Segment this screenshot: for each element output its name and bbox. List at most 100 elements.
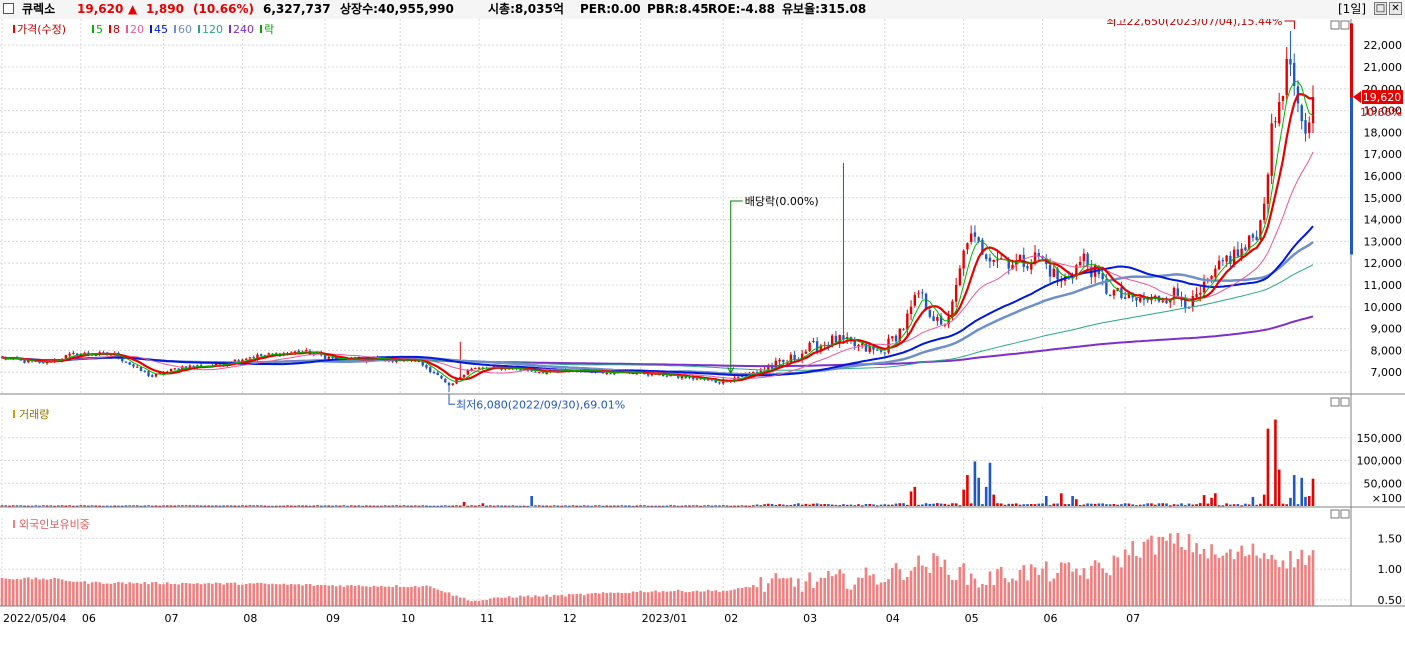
volume-bar[interactable]: [30, 505, 34, 507]
candle-body[interactable]: [1195, 294, 1198, 298]
volume-bar[interactable]: [879, 504, 883, 506]
candle-body[interactable]: [830, 335, 834, 347]
volume-bar[interactable]: [233, 505, 237, 507]
volume-bar[interactable]: [19, 505, 23, 507]
foreign-bar[interactable]: [8, 579, 11, 606]
volume-bar[interactable]: [147, 505, 150, 507]
foreign-bar[interactable]: [1270, 554, 1273, 606]
candle-body[interactable]: [477, 367, 481, 369]
volume-bar[interactable]: [481, 503, 485, 506]
candle-body[interactable]: [19, 359, 22, 361]
foreign-bar[interactable]: [188, 583, 192, 606]
volume-bar[interactable]: [154, 505, 158, 507]
volume-bar[interactable]: [778, 504, 781, 506]
foreign-bar[interactable]: [338, 585, 342, 606]
foreign-bar[interactable]: [763, 591, 766, 606]
candle-body[interactable]: [1289, 59, 1292, 65]
candle-body[interactable]: [335, 357, 338, 360]
candle-body[interactable]: [921, 292, 924, 294]
volume-bar[interactable]: [714, 505, 718, 507]
volume-bar[interactable]: [1157, 503, 1161, 506]
volume-bar[interactable]: [564, 505, 567, 507]
candle-body[interactable]: [1086, 253, 1089, 266]
candle-body[interactable]: [1056, 268, 1059, 280]
volume-bar[interactable]: [4, 505, 8, 507]
foreign-bar[interactable]: [1281, 560, 1285, 606]
foreign-bar[interactable]: [1202, 549, 1206, 606]
foreign-bar[interactable]: [1165, 540, 1168, 606]
volume-bar[interactable]: [812, 503, 815, 506]
candle-body[interactable]: [752, 371, 755, 374]
volume-bar[interactable]: [947, 504, 950, 506]
volume-bar[interactable]: [165, 505, 169, 507]
candle-body[interactable]: [609, 373, 612, 375]
candle-body[interactable]: [64, 355, 68, 359]
volume-bar[interactable]: [256, 505, 259, 507]
foreign-bar[interactable]: [928, 572, 932, 606]
foreign-bar[interactable]: [819, 577, 823, 606]
candle-body[interactable]: [75, 353, 79, 356]
volume-bar[interactable]: [214, 505, 218, 507]
foreign-bar[interactable]: [996, 569, 999, 606]
candle-body[interactable]: [1176, 288, 1179, 296]
volume-bar[interactable]: [1274, 419, 1277, 506]
volume-bar[interactable]: [1244, 503, 1247, 506]
volume-bar[interactable]: [1255, 504, 1258, 506]
volume-bar[interactable]: [699, 505, 702, 507]
foreign-bar[interactable]: [1153, 554, 1157, 606]
volume-bar[interactable]: [755, 504, 759, 506]
volume-bar[interactable]: [79, 505, 83, 507]
volume-bar[interactable]: [541, 505, 545, 507]
candle-body[interactable]: [192, 365, 195, 367]
volume-bar[interactable]: [447, 505, 451, 507]
volume-bar[interactable]: [169, 505, 173, 507]
candle-body[interactable]: [939, 316, 943, 325]
volume-bar[interactable]: [1292, 475, 1296, 506]
candle-body[interactable]: [819, 345, 823, 352]
volume-bar[interactable]: [1033, 504, 1037, 506]
foreign-bar[interactable]: [23, 577, 26, 606]
foreign-bar[interactable]: [875, 584, 879, 606]
volume-bar[interactable]: [241, 505, 244, 507]
foreign-bar[interactable]: [117, 581, 120, 606]
foreign-bar[interactable]: [571, 594, 575, 606]
foreign-bar[interactable]: [1277, 567, 1281, 606]
volume-bar[interactable]: [736, 505, 740, 507]
foreign-bar[interactable]: [42, 578, 45, 606]
candle-body[interactable]: [1259, 220, 1262, 240]
foreign-bar[interactable]: [894, 563, 898, 606]
foreign-bar[interactable]: [15, 578, 19, 606]
volume-bar[interactable]: [1285, 504, 1289, 506]
volume-bar[interactable]: [68, 505, 71, 507]
candle-body[interactable]: [248, 357, 252, 359]
volume-bar[interactable]: [1086, 503, 1089, 506]
volume-bar[interactable]: [958, 505, 962, 507]
candle-body[interactable]: [913, 294, 917, 306]
candle-body[interactable]: [928, 310, 932, 317]
volume-bar[interactable]: [996, 503, 999, 506]
volume-bar[interactable]: [75, 505, 79, 507]
candle-body[interactable]: [988, 257, 992, 262]
volume-bar[interactable]: [567, 505, 571, 507]
foreign-bar[interactable]: [1296, 558, 1300, 606]
volume-bar[interactable]: [387, 505, 391, 507]
foreign-bar[interactable]: [376, 586, 379, 606]
volume-bar[interactable]: [60, 505, 64, 507]
foreign-bar[interactable]: [624, 592, 627, 606]
candle-body[interactable]: [72, 352, 75, 354]
volume-bar[interactable]: [143, 505, 147, 507]
foreign-bar[interactable]: [1138, 557, 1142, 606]
foreign-bar[interactable]: [902, 579, 905, 606]
foreign-bar[interactable]: [94, 581, 98, 606]
volume-bar[interactable]: [556, 505, 560, 507]
foreign-bar[interactable]: [458, 597, 462, 606]
volume-bar[interactable]: [597, 505, 601, 507]
foreign-bar[interactable]: [380, 585, 383, 606]
volume-bar[interactable]: [586, 505, 590, 507]
volume-bar[interactable]: [624, 505, 627, 507]
volume-bar[interactable]: [1127, 503, 1131, 506]
foreign-bar[interactable]: [222, 584, 225, 606]
volume-bar[interactable]: [643, 505, 646, 507]
foreign-bar[interactable]: [342, 586, 346, 606]
foreign-bar[interactable]: [301, 585, 304, 606]
